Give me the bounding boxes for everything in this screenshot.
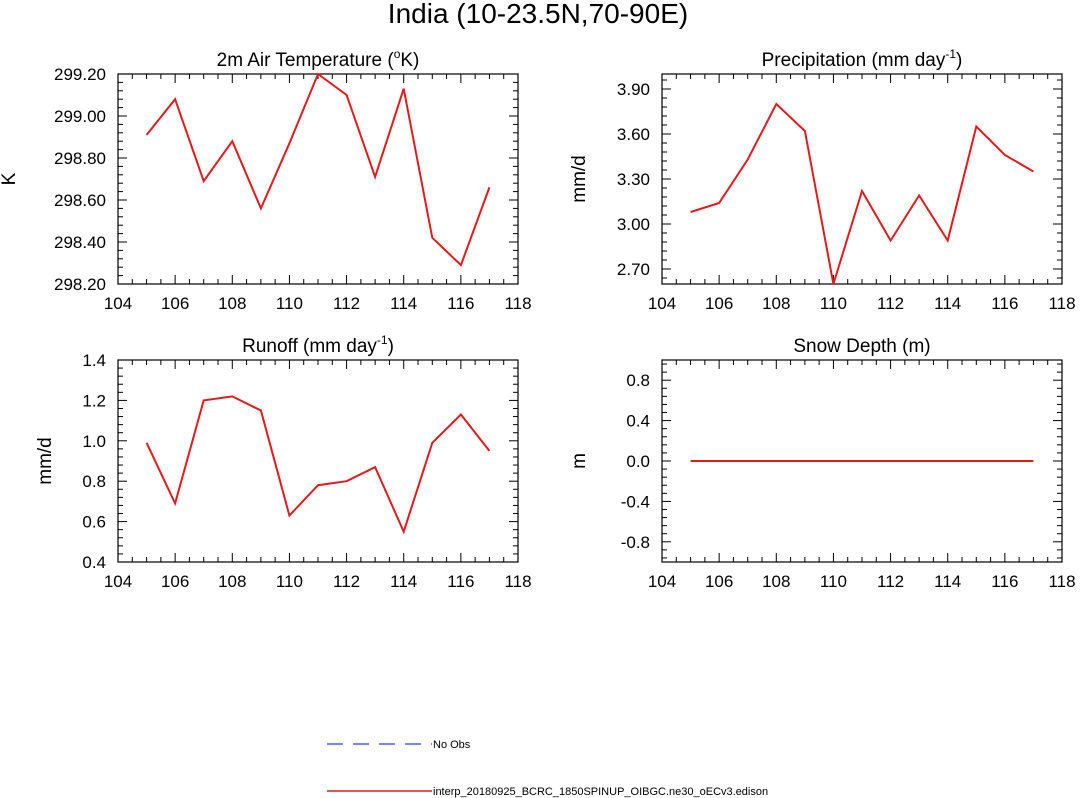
panel-title: Snow Depth (m) [793,336,930,357]
panels: 2m Air Temperature (oK) K 104 106 108 110 112 1… [0,47,1076,591]
x-tick-label: 118 [1048,294,1075,313]
panel-0: 2m Air Temperature (oK) K 104 106 108 110 112 1… [0,47,532,313]
y-tick-label: 298.40 [54,233,106,252]
panel-title-tail: ) [388,336,394,357]
x-tick-label: 106 [161,294,189,313]
panel-title: Precipitation (mm day-1) [762,47,963,71]
y-tick-label: 0.0 [626,452,650,471]
series-line [145,395,491,535]
x-tick-label: 116 [991,294,1018,313]
panel-title-main: 2m Air Temperature ( [217,50,395,71]
y-axis-label: mm/d [569,155,590,203]
panel-title-main: Runoff (mm day [242,336,377,357]
y-tick-label: -0.4 [621,492,650,511]
y-tick-label: 3.30 [617,170,650,189]
panel-title: Runoff (mm day-1) [242,333,394,357]
y-tick-label: 0.4 [626,412,650,431]
x-tick-label: 116 [447,572,474,591]
x-tick-label: 106 [161,572,189,591]
y-tick-label: 1.0 [82,432,106,451]
y-axis-label: m [569,453,590,469]
x-tick-label: 104 [104,294,132,313]
x-tick-label: 112 [333,294,360,313]
x-tick-label: 106 [705,572,733,591]
y-axis-label: mm/d [35,437,56,485]
panel-title-sup: -1 [377,333,388,347]
x-tick-label: 108 [218,572,246,591]
y-tick-label: 3.00 [617,215,650,234]
x-tick-label: 108 [762,572,790,591]
plot-frame [117,359,519,563]
x-tick-label: 110 [820,572,847,591]
y-tick-label: 1.2 [82,391,106,410]
x-tick-label: 116 [991,572,1018,591]
x-tick-label: 118 [1048,572,1075,591]
x-tick-label: 104 [104,572,132,591]
y-tick-label: 3.90 [617,80,650,99]
y-tick-label: -0.8 [621,533,650,552]
y-tick-label: 0.8 [82,472,106,491]
x-tick-label: 116 [447,294,474,313]
y-tick-label: 298.20 [54,275,106,294]
x-tick-label: 114 [390,294,417,313]
panel-1: Precipitation (mm day-1) mm/d 104 106 108 110… [569,47,1076,313]
x-tick-label: 106 [705,294,733,313]
panel-title-sup: o [394,47,401,61]
x-tick-label: 110 [276,294,303,313]
x-tick-label: 112 [333,572,360,591]
x-tick-label: 118 [504,294,531,313]
y-tick-label: 0.4 [82,553,106,572]
legend-label: No Obs [433,739,471,751]
panel-title-tail: K) [400,50,419,71]
series-line [145,72,491,267]
y-axis-label: K [0,172,20,185]
y-tick-label: 298.60 [54,191,106,210]
x-tick-label: 104 [648,294,676,313]
panel-title-main: Snow Depth (m) [793,336,930,357]
y-tick-label: 3.60 [617,125,650,144]
x-tick-label: 108 [218,294,246,313]
x-tick-label: 114 [934,572,961,591]
x-tick-label: 104 [648,572,676,591]
x-tick-label: 110 [276,572,303,591]
x-tick-label: 114 [390,572,417,591]
panel-title-tail: ) [956,50,962,71]
panel-title-sup: -1 [945,47,956,61]
x-tick-label: 112 [877,572,904,591]
panel-title-main: Precipitation (mm day [762,50,946,71]
legend: No Obs interp_20180925_BCRC_1850SPINUP_OI… [327,739,768,798]
x-tick-label: 114 [934,294,961,313]
y-tick-label: 298.80 [54,149,106,168]
x-tick-label: 108 [762,294,790,313]
y-tick-label: 2.70 [617,260,650,279]
y-tick-label: 299.00 [54,107,106,126]
panel-3: Snow Depth (m) m 104 106 108 110 112 114 116 118 -… [569,336,1076,591]
legend-label: interp_20180925_BCRC_1850SPINUP_OIBGC.ne… [433,786,768,798]
panel-2: Runoff (mm day-1) mm/d 104 106 108 110 112 114 1… [35,333,532,591]
panel-title: 2m Air Temperature (oK) [217,47,420,71]
x-tick-label: 112 [877,294,904,313]
y-tick-label: 0.6 [82,513,106,532]
x-tick-label: 110 [820,294,847,313]
y-tick-label: 299.20 [54,65,106,84]
figure-title: India (10-23.5N,70-90E) [388,0,688,29]
y-tick-label: 0.8 [626,371,650,390]
series-line [690,102,1034,285]
x-tick-label: 118 [504,572,531,591]
plot-frame [661,73,1063,285]
y-tick-label: 1.4 [82,351,106,370]
